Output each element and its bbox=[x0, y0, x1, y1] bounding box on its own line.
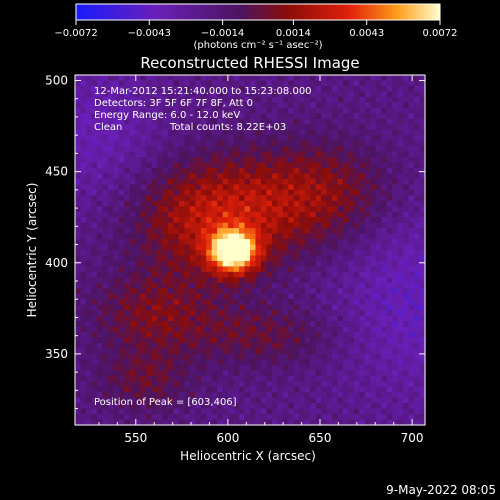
annotation-counts: Total counts: 8.22E+03 bbox=[170, 122, 287, 133]
y-tick-label: 350 bbox=[45, 347, 68, 361]
y-axis-label: Heliocentric Y (arcsec) bbox=[25, 183, 39, 318]
colorbar-tick-label: −0.0014 bbox=[201, 28, 244, 39]
colorbar-tick-label: 0.0014 bbox=[276, 28, 311, 39]
annotation-detectors: Detectors: 3F 5F 6F 7F 8F, Att 0 bbox=[94, 98, 254, 109]
x-tick-label: 600 bbox=[216, 431, 239, 445]
plot-frame bbox=[74, 74, 426, 426]
heatmap-image bbox=[75, 75, 426, 426]
colorbar bbox=[75, 3, 441, 21]
colorbar-tick-label: 0.0043 bbox=[349, 28, 384, 39]
colorbar-tick-label: −0.0072 bbox=[54, 28, 97, 39]
x-tick-label: 700 bbox=[401, 431, 424, 445]
annotation-method: Clean bbox=[94, 122, 123, 133]
chart-title: Reconstructed RHESSI Image bbox=[140, 54, 359, 72]
colorbar-units-label: (photons cm⁻² s⁻¹ asec⁻²) bbox=[193, 40, 322, 51]
y-tick-label: 450 bbox=[45, 165, 68, 179]
y-tick-label: 500 bbox=[45, 73, 68, 87]
x-axis-label: Heliocentric X (arcsec) bbox=[180, 449, 316, 463]
y-tick-label: 400 bbox=[45, 256, 68, 270]
colorbar-tick-label: 0.0072 bbox=[423, 28, 458, 39]
colorbar-tick-label: −0.0043 bbox=[128, 28, 171, 39]
footer-date: 9-May-2022 08:05 bbox=[386, 483, 496, 497]
x-tick-label: 550 bbox=[124, 431, 147, 445]
colorbar-ticks: −0.0072 −0.0043 −0.0014 0.0014 0.0043 0.0072 bbox=[54, 20, 458, 39]
annotation-time-range: 12-Mar-2012 15:21:40.000 to 15:23:08.000 bbox=[94, 86, 312, 97]
annotation-energy: Energy Range: 6.0 - 12.0 keV bbox=[94, 110, 241, 121]
axis-ticks: 550 600 650 700 350 400 450 500 bbox=[45, 73, 425, 445]
x-tick-label: 650 bbox=[309, 431, 332, 445]
annotation-peak: Position of Peak = [603,406] bbox=[94, 397, 237, 408]
